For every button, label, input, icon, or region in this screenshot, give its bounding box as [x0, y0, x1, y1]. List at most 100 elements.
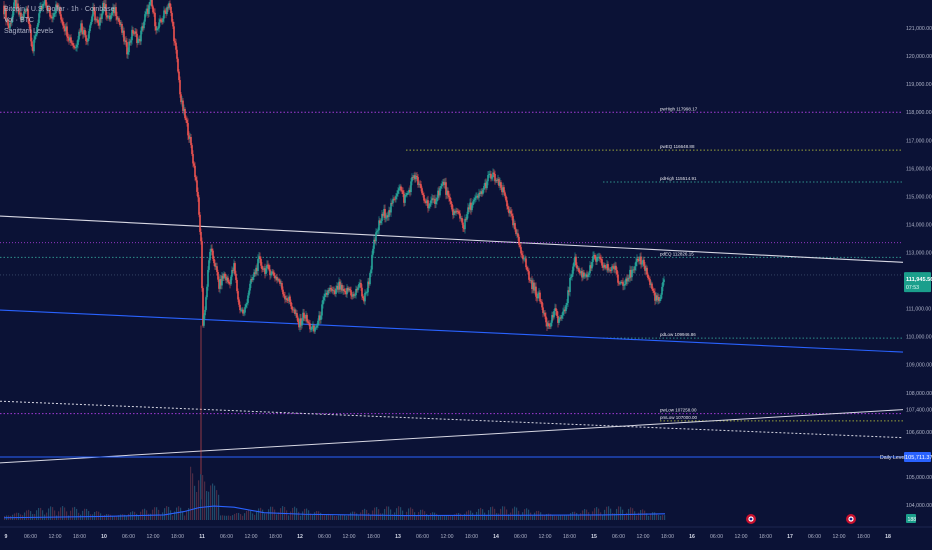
candle	[456, 210, 458, 212]
candle	[504, 192, 506, 197]
candle	[474, 198, 476, 200]
candle	[185, 118, 187, 121]
volume-bar	[398, 506, 400, 520]
candle	[621, 281, 623, 283]
level-label: pdHigh 115514.91	[660, 176, 697, 181]
candle	[333, 290, 335, 292]
volume-bar	[342, 514, 344, 520]
volume-bar	[38, 507, 40, 520]
candle	[21, 16, 23, 21]
volume-bar	[104, 514, 106, 520]
candle	[42, 3, 44, 9]
volume-bar	[110, 514, 112, 520]
volume-bar	[386, 506, 388, 520]
candle	[123, 30, 125, 42]
candle	[523, 258, 525, 260]
volume-bar	[352, 511, 354, 520]
volume-bar	[92, 514, 94, 520]
candle	[395, 196, 397, 200]
candle	[366, 292, 368, 294]
x-tick-label: 06:00	[220, 534, 233, 540]
candle	[150, 0, 152, 2]
candle	[386, 215, 388, 218]
legend-volume[interactable]: Vol · BTC	[4, 17, 34, 24]
candle	[499, 182, 501, 186]
candle	[65, 26, 67, 32]
legend-indicator[interactable]: Sagittarii Levels	[4, 28, 54, 35]
candle	[304, 317, 306, 319]
candle	[414, 175, 416, 180]
candle	[229, 283, 231, 285]
candle	[102, 2, 104, 14]
volume-bar	[490, 507, 492, 520]
candle	[59, 7, 61, 15]
candle	[441, 183, 443, 187]
volume-bar	[360, 512, 362, 520]
candle	[264, 268, 266, 274]
volume-bar	[72, 507, 74, 520]
candle	[634, 266, 636, 271]
x-tick-label: 13	[395, 534, 401, 540]
y-tick-label: 115,000.00	[906, 194, 932, 200]
candle	[214, 263, 216, 267]
candle	[471, 205, 473, 211]
volume-bar	[106, 514, 108, 520]
candle	[461, 218, 463, 223]
volume-bar	[508, 514, 510, 520]
candle	[525, 258, 527, 268]
candle	[570, 277, 572, 278]
y-tick-label: 119,000.00	[906, 82, 932, 88]
candle	[398, 188, 400, 191]
volume-bar	[544, 515, 546, 520]
candle	[646, 267, 648, 275]
volume-bar	[308, 510, 310, 520]
candle	[380, 220, 382, 224]
volume-bar	[412, 508, 414, 520]
candle	[154, 12, 156, 27]
volume-bar	[416, 515, 418, 520]
candle	[390, 202, 392, 213]
candle	[137, 39, 139, 44]
volume-bar	[516, 507, 518, 520]
candle	[14, 0, 16, 3]
candle	[358, 283, 360, 288]
candle	[625, 278, 627, 285]
volume-bar	[98, 511, 100, 520]
candle	[135, 31, 137, 34]
candle	[103, 2, 105, 8]
volume-bar	[440, 515, 442, 520]
volume-bar	[558, 515, 560, 520]
candle	[367, 281, 369, 293]
candle	[293, 309, 295, 311]
candle	[223, 273, 225, 279]
candle	[315, 327, 317, 329]
candle	[534, 286, 536, 291]
legend-symbol[interactable]: Bitcoin / U.S. Dollar · 1h · Coinbase	[4, 6, 115, 13]
candle	[521, 253, 523, 256]
volume-bar	[40, 507, 42, 520]
candle	[211, 248, 213, 251]
candle	[430, 200, 432, 204]
candle	[187, 123, 189, 136]
candle	[605, 267, 607, 269]
candle	[122, 30, 124, 33]
candle	[87, 38, 89, 42]
candle	[349, 288, 351, 291]
volume-bar	[196, 491, 198, 520]
candle	[401, 190, 403, 192]
volume-bar	[384, 508, 386, 520]
candle	[498, 179, 500, 186]
candle	[500, 182, 502, 188]
candle	[43, 3, 45, 5]
candle	[265, 268, 267, 274]
candle	[344, 291, 346, 292]
volume-bar	[66, 511, 68, 520]
volume-bar	[248, 509, 250, 520]
volume-bar	[404, 515, 406, 520]
volume-bar	[572, 511, 574, 520]
x-tick-label: 12:00	[245, 534, 258, 540]
candle	[502, 187, 504, 193]
volume-bar	[498, 513, 500, 520]
